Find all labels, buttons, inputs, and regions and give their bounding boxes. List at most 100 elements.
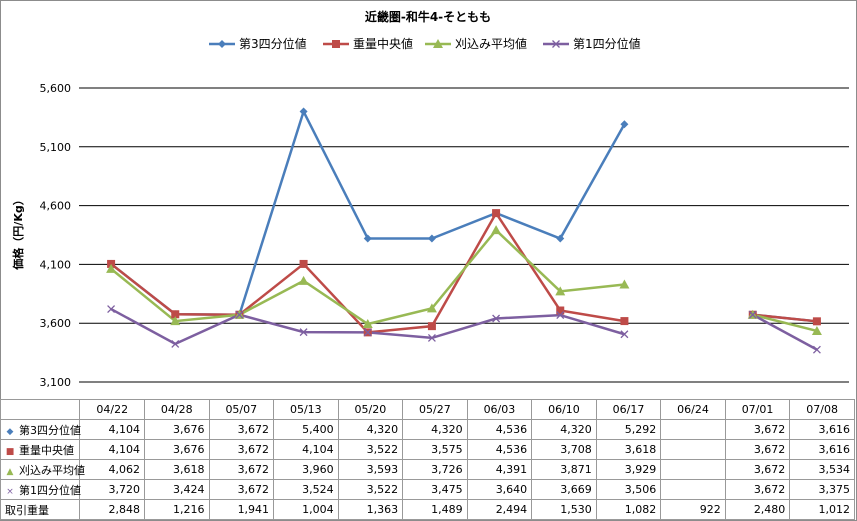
data-point bbox=[620, 330, 629, 339]
table-cell: 3,616 bbox=[789, 439, 855, 460]
x-tick-label: 05/07 bbox=[208, 399, 275, 420]
series-line bbox=[752, 313, 818, 351]
data-point bbox=[619, 279, 630, 289]
series-line bbox=[110, 210, 625, 334]
legend-label: 重量中央値 bbox=[353, 36, 413, 51]
table-cell: 1,489 bbox=[402, 499, 468, 520]
data-point bbox=[426, 303, 437, 313]
data-point bbox=[170, 316, 181, 326]
data-point bbox=[427, 234, 436, 243]
data-point bbox=[491, 225, 502, 235]
legend-label: 刈込み平均値 bbox=[455, 36, 527, 51]
data-point bbox=[433, 39, 443, 48]
data-point bbox=[299, 107, 308, 116]
y-tick-label: 3,100 bbox=[40, 376, 72, 389]
legend-label: 第1四分位値 bbox=[573, 36, 641, 51]
table-cell: 3,708 bbox=[531, 439, 597, 460]
table-cell: 3,534 bbox=[789, 459, 855, 480]
data-point bbox=[363, 234, 372, 243]
legend-key-icon: ◆ bbox=[6, 426, 14, 437]
table-row: 取引重量 2,848 1,216 1,941 1,004 1,363 1,489 2,494 1… bbox=[0, 499, 855, 520]
y-axis-label: 価格（円/Kg） bbox=[11, 194, 25, 270]
data-point bbox=[107, 305, 116, 314]
data-point bbox=[556, 306, 565, 315]
data-point bbox=[748, 310, 757, 319]
table-cell: 3,672 bbox=[208, 439, 275, 460]
table-cell: 3,640 bbox=[466, 479, 533, 500]
table-cell: 3,524 bbox=[273, 479, 339, 500]
table-cell: 3,506 bbox=[595, 479, 662, 500]
data-point bbox=[106, 263, 117, 273]
table-cell: 2,494 bbox=[466, 499, 533, 520]
x-tick-label: 06/03 bbox=[466, 399, 533, 420]
legend-key-icon: × bbox=[6, 486, 14, 497]
x-tick-label: 06/24 bbox=[660, 399, 726, 420]
table-cell: 4,536 bbox=[466, 439, 533, 460]
table-cell: 4,320 bbox=[402, 419, 468, 440]
table-cell: 3,618 bbox=[595, 439, 662, 460]
table-row-label: ◆ 第3四分位値 bbox=[0, 419, 81, 440]
table-cell: 5,400 bbox=[273, 419, 339, 440]
data-point bbox=[299, 259, 308, 268]
data-point bbox=[171, 339, 180, 348]
data-point bbox=[171, 310, 180, 319]
data-point bbox=[363, 328, 372, 337]
x-tick-label: 05/20 bbox=[337, 399, 404, 420]
data-point bbox=[811, 325, 822, 335]
data-point bbox=[812, 317, 821, 326]
table-header-row: 04/22 04/28 05/07 05/13 05/20 05/27 06/03 06/10… bbox=[0, 399, 855, 420]
x-tick-label: 05/27 bbox=[402, 399, 468, 420]
y-axis-ticks: 3,100 3,600 4,100 4,600 5,100 5,600 bbox=[40, 82, 72, 389]
data-point bbox=[218, 40, 226, 48]
table-cell: 3,593 bbox=[337, 459, 404, 480]
line-chart: 近畿圏-和牛4-そともも 第3四分位値 重量中央値 刈込み平均値 第1四分位値 価格（… bbox=[11, 9, 849, 389]
series-markers bbox=[106, 107, 822, 354]
table-cell: 3,672 bbox=[208, 459, 275, 480]
data-point bbox=[552, 40, 560, 48]
table-cell: 4,320 bbox=[531, 419, 597, 440]
table-cell: 3,672 bbox=[724, 419, 791, 440]
table-cell: 2,848 bbox=[79, 499, 145, 520]
table-cell: 3,424 bbox=[144, 479, 210, 500]
table-cell: 1,004 bbox=[273, 499, 339, 520]
y-tick-label: 4,100 bbox=[40, 258, 72, 271]
table-cell: 4,104 bbox=[79, 439, 145, 460]
x-tick-label: 07/01 bbox=[724, 399, 791, 420]
table-cell: 3,475 bbox=[402, 479, 468, 500]
x-tick-label: 05/13 bbox=[273, 399, 339, 420]
table-cell: 4,320 bbox=[337, 419, 404, 440]
data-point bbox=[620, 120, 629, 129]
x-tick-label: 04/28 bbox=[144, 399, 210, 420]
series-line bbox=[110, 108, 626, 316]
series-line bbox=[752, 313, 818, 323]
y-tick-label: 3,600 bbox=[40, 317, 72, 330]
table-corner bbox=[0, 399, 81, 420]
table-cell: 3,522 bbox=[337, 439, 404, 460]
table-row-label: × 第1四分位値 bbox=[0, 479, 81, 500]
series-line bbox=[752, 313, 818, 333]
table-cell: 4,391 bbox=[466, 459, 533, 480]
table-cell bbox=[660, 419, 726, 440]
table-cell: 3,575 bbox=[402, 439, 468, 460]
table-cell: 3,720 bbox=[79, 479, 145, 500]
table-cell bbox=[660, 439, 726, 460]
data-point bbox=[427, 322, 436, 331]
table-cell: 4,104 bbox=[79, 419, 145, 440]
table-cell: 3,672 bbox=[724, 479, 791, 500]
table-cell: 3,672 bbox=[208, 419, 275, 440]
data-point bbox=[492, 209, 501, 218]
table-cell: 3,929 bbox=[595, 459, 662, 480]
data-point bbox=[556, 311, 565, 320]
legend-label: 第3四分位値 bbox=[239, 36, 307, 51]
legend-key-icon: ■ bbox=[5, 446, 15, 457]
data-point bbox=[298, 275, 309, 285]
table-row: ◆ 第3四分位値 4,104 3,676 3,672 5,400 4,320 4,320 4,5… bbox=[0, 419, 855, 440]
y-tick-label: 5,600 bbox=[40, 82, 72, 95]
table-row: ■ 重量中央値 4,104 3,676 3,672 4,104 3,522 3,575 4,53… bbox=[0, 439, 855, 460]
table-cell: 3,375 bbox=[789, 479, 855, 500]
table-cell: 3,672 bbox=[724, 459, 791, 480]
table-cell: 3,672 bbox=[208, 479, 275, 500]
table-cell: 1,941 bbox=[208, 499, 275, 520]
data-point bbox=[492, 314, 501, 323]
table-cell: 1,082 bbox=[595, 499, 662, 520]
